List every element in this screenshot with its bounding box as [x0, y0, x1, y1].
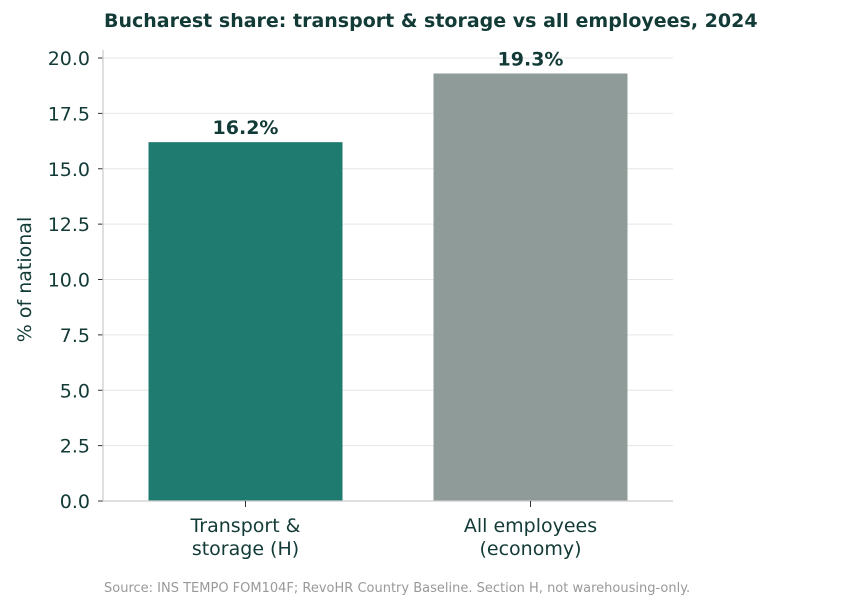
data-label: 16.2%: [213, 117, 279, 139]
y-tick-label: 2.5: [60, 436, 90, 458]
source-note: Source: INS TEMPO FOM104F; RevoHR Countr…: [104, 581, 691, 596]
y-tick-label: 10.0: [48, 270, 90, 292]
bar: [433, 73, 628, 501]
y-tick-label: 20.0: [48, 48, 90, 70]
bars: [148, 73, 628, 502]
labels: 0.0 2.5 5.0 7.5 10.0 12.5 15.0 17.5 20.0 16.2% Tra…: [14, 48, 597, 560]
axes: [98, 50, 673, 507]
y-tick-label: 12.5: [48, 214, 90, 236]
chart-title: Bucharest share: transport & storage vs …: [104, 10, 758, 32]
bar: [148, 142, 343, 502]
y-tick-label: 17.5: [48, 103, 90, 125]
data-label: 19.3%: [498, 49, 564, 71]
y-tick-label: 15.0: [48, 159, 90, 181]
y-axis-label: % of national: [14, 217, 36, 342]
y-tick-label: 5.0: [60, 380, 90, 402]
y-tick-label: 0.0: [60, 491, 90, 513]
x-tick-label: Transport &: [189, 515, 300, 537]
x-tick-label: All employees: [464, 515, 597, 537]
x-tick-label: (economy): [479, 538, 581, 560]
x-tick-label: storage (H): [192, 538, 299, 560]
y-tick-label: 7.5: [60, 325, 90, 347]
